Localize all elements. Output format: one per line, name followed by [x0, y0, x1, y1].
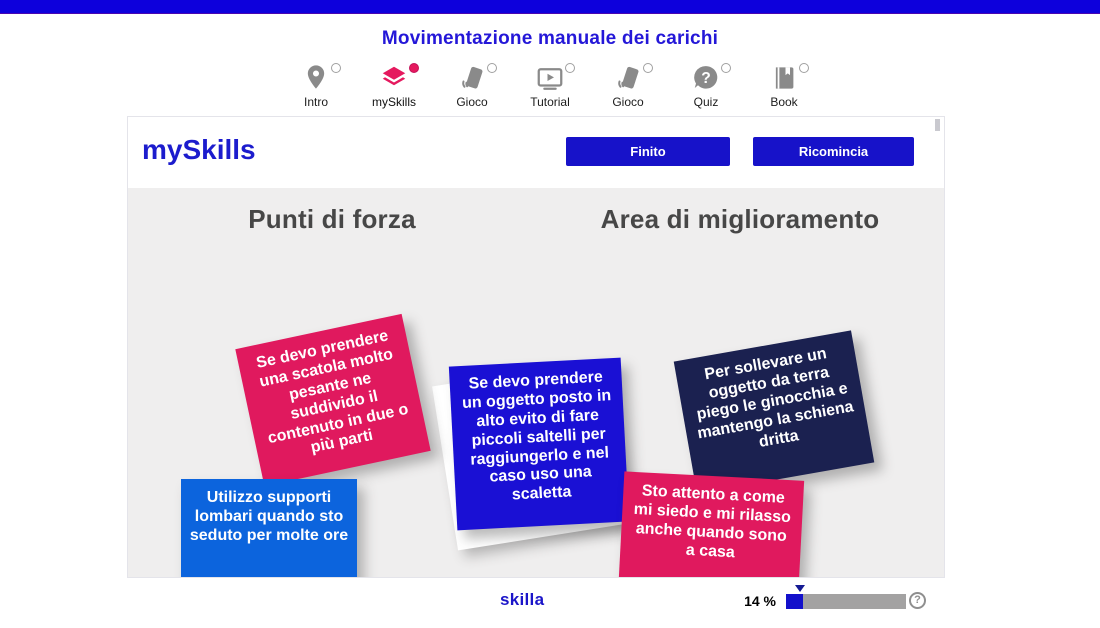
progress-marker-icon[interactable] [795, 585, 805, 592]
help-icon[interactable]: ? [909, 592, 926, 609]
step-radio[interactable] [643, 63, 653, 73]
nav-item-intro[interactable]: Intro [277, 62, 355, 114]
nav-item-gioco-1[interactable]: Gioco [433, 62, 511, 114]
nav-item-gioco-2[interactable]: Gioco [589, 62, 667, 114]
nav-item-label: Book [770, 95, 798, 109]
progress-fill [786, 594, 803, 609]
nav-item-myskills[interactable]: mySkills [355, 62, 433, 122]
panel-title: mySkills [142, 134, 256, 165]
svg-text:?: ? [701, 70, 711, 87]
top-bar [0, 0, 1100, 14]
note-text: Se devo prendere un oggetto posto in alt… [461, 368, 612, 504]
step-nav: Intro mySkills Gioc [0, 62, 1100, 122]
book-icon [745, 62, 823, 94]
step-radio[interactable] [487, 63, 497, 73]
nav-item-quiz[interactable]: ? Quiz [667, 62, 745, 114]
tilted-phone-icon [589, 62, 667, 94]
progress-percent-label: 14 % [744, 593, 776, 609]
step-radio[interactable] [799, 63, 809, 73]
column-heading-punti-di-forza: Punti di forza [248, 204, 416, 234]
page-title: Movimentazione manuale dei carichi [381, 28, 719, 49]
finito-button[interactable]: Finito [566, 137, 730, 166]
note-text: Per sollevare un oggetto da terra piego … [695, 345, 855, 451]
note-text: Utilizzo supporti lombari quando sto sed… [189, 489, 349, 544]
step-radio[interactable] [565, 63, 575, 73]
nav-item-label: mySkills [372, 95, 416, 109]
note-text: Se devo prendere una scatola molto pesan… [254, 327, 410, 457]
myskills-panel: mySkills Finito Ricomincia Punti di forz… [127, 116, 945, 578]
notes-board: Punti di forza Area di miglioramento Se … [128, 188, 944, 577]
nav-item-label: Gioco [612, 95, 644, 109]
sticky-note[interactable]: Utilizzo supporti lombari quando sto sed… [181, 479, 357, 577]
nav-item-label: Quiz [693, 95, 719, 109]
nav-item-tutorial[interactable]: Tutorial [511, 62, 589, 114]
sticky-note[interactable]: Se devo prendere un oggetto posto in alt… [448, 357, 630, 531]
question-bubble-icon: ? [667, 62, 745, 94]
sticky-note[interactable]: Sto attento a come mi siedo e mi rilasso… [615, 471, 805, 577]
step-radio[interactable] [721, 63, 731, 73]
nav-item-label: Intro [303, 95, 328, 109]
layers-icon [355, 62, 433, 94]
step-radio[interactable] [331, 63, 341, 73]
note-text: Sto attento a come mi siedo e mi rilasso… [633, 482, 792, 561]
nav-item-book[interactable]: Book [745, 62, 823, 114]
sticky-note[interactable]: Per sollevare un oggetto da terra piego … [673, 330, 875, 494]
ricomincia-button[interactable]: Ricomincia [753, 137, 914, 166]
sticky-note[interactable]: Se devo prendere una scatola molto pesan… [235, 313, 431, 487]
map-pin-icon [277, 62, 355, 94]
video-player-icon [511, 62, 589, 94]
step-radio[interactable] [409, 63, 419, 73]
panel-header: mySkills Finito Ricomincia [128, 117, 944, 188]
tilted-phone-icon [433, 62, 511, 94]
column-heading-area-di-miglioramento: Area di miglioramento [600, 204, 880, 234]
progress-bar[interactable] [786, 594, 906, 609]
skilla-logo: skilla [500, 590, 545, 609]
nav-item-label: Tutorial [530, 95, 570, 109]
scrollbar-thumb[interactable] [935, 119, 940, 131]
nav-item-label: Gioco [456, 95, 488, 109]
